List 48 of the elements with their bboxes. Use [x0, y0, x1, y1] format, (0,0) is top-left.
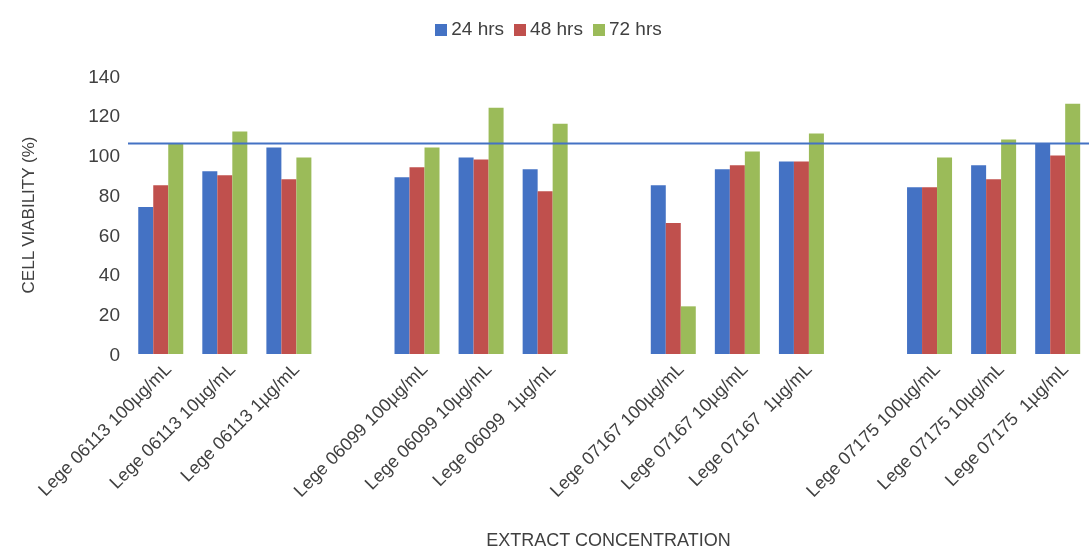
bar	[665, 222, 681, 354]
bar	[424, 147, 440, 354]
bar	[168, 143, 184, 354]
y-axis-title: CELL VIABILITY (%)	[19, 136, 39, 294]
bar	[778, 161, 794, 354]
bar	[714, 169, 730, 354]
y-tick-label: 80	[98, 184, 120, 206]
y-tick-label: 20	[98, 304, 120, 326]
bar	[394, 177, 410, 354]
bar	[729, 165, 745, 354]
bar	[922, 187, 938, 354]
bar	[458, 157, 474, 354]
bar	[296, 157, 312, 354]
bar	[473, 159, 489, 354]
bar	[232, 131, 248, 354]
bar	[153, 185, 169, 354]
bar	[650, 185, 666, 354]
bar	[793, 161, 809, 354]
bar	[552, 123, 568, 354]
bar	[937, 157, 953, 354]
bar	[409, 167, 425, 354]
y-tick-label: 40	[98, 264, 120, 286]
bar	[537, 191, 553, 354]
bar	[971, 165, 987, 354]
bar	[680, 306, 696, 354]
bar	[1001, 139, 1017, 354]
bar	[138, 207, 154, 354]
bar	[907, 187, 923, 354]
bar	[1050, 155, 1066, 354]
bar	[744, 151, 760, 354]
y-tick-label: 60	[98, 224, 120, 246]
bar	[808, 133, 824, 354]
bar	[1065, 103, 1081, 354]
y-tick-label: 120	[88, 105, 120, 127]
y-tick-label: 140	[88, 65, 120, 87]
bar	[266, 147, 282, 354]
legend-label: 48 hrs	[530, 18, 583, 39]
bar	[202, 171, 218, 354]
legend-label: 72 hrs	[608, 18, 662, 39]
bar	[217, 175, 233, 354]
bar	[986, 179, 1002, 354]
x-axis-title: EXTRACT CONCENTRATION	[486, 530, 731, 550]
legend-label: 24 hrs	[451, 18, 505, 39]
y-tick-label: 100	[88, 145, 120, 167]
y-tick-label: 0	[109, 343, 120, 365]
bar	[488, 107, 504, 354]
bar	[522, 169, 538, 354]
bar	[281, 179, 297, 354]
